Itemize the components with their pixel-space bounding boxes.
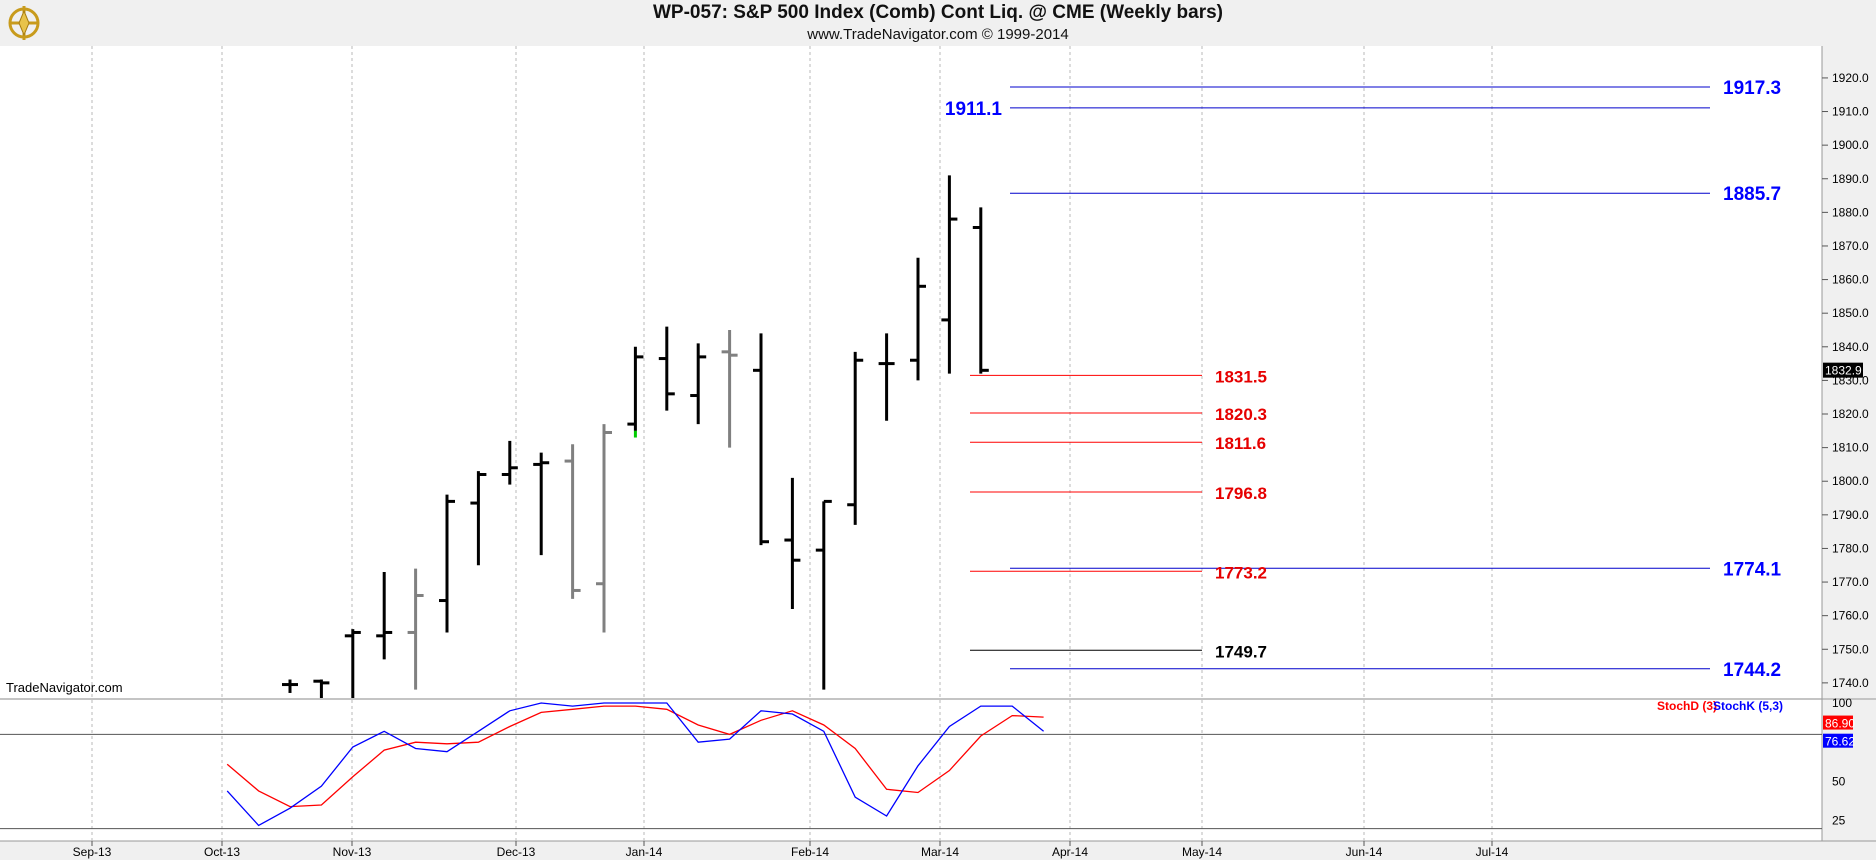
stochk-value-label: 76.62 [1825, 735, 1855, 749]
ohlc-bar [690, 343, 707, 425]
ohlc-bar [815, 499, 832, 690]
y-tick-label: 1820.0 [1832, 407, 1869, 421]
x-tick-label: Sep-13 [73, 845, 112, 859]
x-tick-label: May-14 [1182, 845, 1222, 859]
y-tick-label: 1910.0 [1832, 105, 1869, 119]
ohlc-bar [313, 679, 330, 698]
x-tick-label: Nov-13 [333, 845, 372, 859]
stochk-value-box [1823, 733, 1853, 748]
price-panel [0, 46, 1822, 698]
ohlc-bar [721, 329, 738, 448]
y-tick-label: 1740.0 [1832, 676, 1869, 690]
x-tick-label: Dec-13 [497, 845, 536, 859]
ohlc-bar [501, 440, 518, 485]
y-tick-label: 1800.0 [1832, 474, 1869, 488]
y-tick-label: 1840.0 [1832, 340, 1869, 354]
retracement-label: 1773.2 [1215, 563, 1267, 582]
stochastic-axis: 100 50 25 86.90 76.62 [1823, 696, 1855, 828]
y-tick-label: 1750.0 [1832, 642, 1869, 656]
vertical-gridlines [91, 46, 1493, 841]
stochd-value-label: 86.90 [1825, 717, 1855, 731]
ohlc-bar [376, 571, 393, 660]
retracement-label: 1820.3 [1215, 405, 1267, 424]
y-tick-label: 1880.0 [1832, 205, 1869, 219]
x-tick-label: Apr-14 [1052, 845, 1088, 859]
stochastic-lines [0, 702, 1822, 830]
ohlc-bar [878, 333, 895, 421]
chart-header: WP-057: S&P 500 Index (Comb) Cont Liq. @… [0, 0, 1876, 46]
chart-title: WP-057: S&P 500 Index (Comb) Cont Liq. @… [653, 2, 1223, 23]
projection-label: 1885.7 [1723, 184, 1781, 205]
price-bars [282, 175, 989, 698]
y-tick-label: 1760.0 [1832, 609, 1869, 623]
ohlc-bar [470, 471, 487, 566]
projection-label: 1774.1 [1723, 559, 1782, 580]
stochd-legend: StochD (3) [1657, 699, 1717, 713]
ohlc-bar [533, 452, 550, 556]
ohlc-bar [564, 444, 581, 599]
ohlc-bar [972, 207, 989, 374]
ohlc-bar [596, 424, 612, 633]
ohlc-bar [658, 326, 675, 411]
ohlc-bar [784, 477, 801, 609]
y-tick-label: 1870.0 [1832, 239, 1869, 253]
last-price-box [1823, 362, 1863, 378]
y-tick-label: 1920.0 [1832, 71, 1869, 85]
ohlc-bar [941, 175, 958, 374]
y-tick-label: 1770.0 [1832, 575, 1869, 589]
ohlc-bar [407, 568, 424, 690]
x-tick-label: Jan-14 [626, 845, 663, 859]
y-tick-label: 1810.0 [1832, 441, 1869, 455]
projection-label: 1911.1 [945, 99, 1002, 120]
x-tick-label: Feb-14 [791, 845, 829, 859]
stoch-series-line [226, 705, 1044, 808]
chart-subtitle: www.TradeNavigator.com © 1999-2014 [807, 26, 1069, 43]
stochk-legend: StochK (5,3) [1713, 699, 1783, 713]
stoch-tick-label: 50 [1832, 774, 1846, 788]
ohlc-bar [847, 351, 864, 525]
stoch-tick-label: 25 [1832, 814, 1846, 828]
x-tick-label: Jun-14 [1346, 845, 1383, 859]
retracement-label: 1831.5 [1215, 367, 1267, 386]
x-tick-label: Oct-13 [204, 845, 240, 859]
x-tick-label: Jul-14 [1476, 845, 1509, 859]
y-tick-label: 1900.0 [1832, 138, 1869, 152]
watermark-text: TradeNavigator.com [6, 680, 123, 695]
y-tick-label: 1850.0 [1832, 306, 1869, 320]
retracement-label: 1811.6 [1215, 434, 1266, 453]
projection-label: 1744.2 [1723, 660, 1781, 681]
ohlc-bar [439, 494, 455, 633]
retracement-label: 1796.8 [1215, 484, 1267, 503]
y-tick-label: 1890.0 [1832, 172, 1869, 186]
trade-navigator-logo [4, 2, 44, 44]
x-tick-label: Mar-14 [921, 845, 959, 859]
last-price-label: 1832.9 [1825, 364, 1862, 378]
ohlc-bar [753, 333, 769, 546]
stoch-series-line [226, 702, 1045, 827]
ohlc-bar [282, 679, 298, 693]
retracement-label: 1749.7 [1215, 642, 1267, 661]
y-tick-label: 1860.0 [1832, 273, 1869, 287]
ohlc-bar [627, 346, 644, 431]
stochd-value-box [1823, 715, 1853, 730]
ohlc-bar [910, 257, 926, 381]
price-axis: 1740.0 1750.0 1760.0 1770.0 1780.0 1790.0 1800… [1822, 71, 1869, 690]
time-axis: Sep-13 Oct-13 Nov-13 Dec-13 Jan-14 Feb-14 Mar-… [73, 841, 1509, 859]
y-tick-label: 1790.0 [1832, 508, 1869, 522]
y-tick-label: 1780.0 [1832, 541, 1869, 555]
stoch-tick-label: 100 [1832, 696, 1852, 710]
stochastic-panel [0, 700, 1822, 841]
projection-label: 1917.3 [1723, 78, 1781, 99]
ohlc-bar [344, 629, 361, 698]
level-lines: 1917.3 1911.1 1885.7 1774.1 1744.2 1831.5 1820… [945, 78, 1782, 681]
